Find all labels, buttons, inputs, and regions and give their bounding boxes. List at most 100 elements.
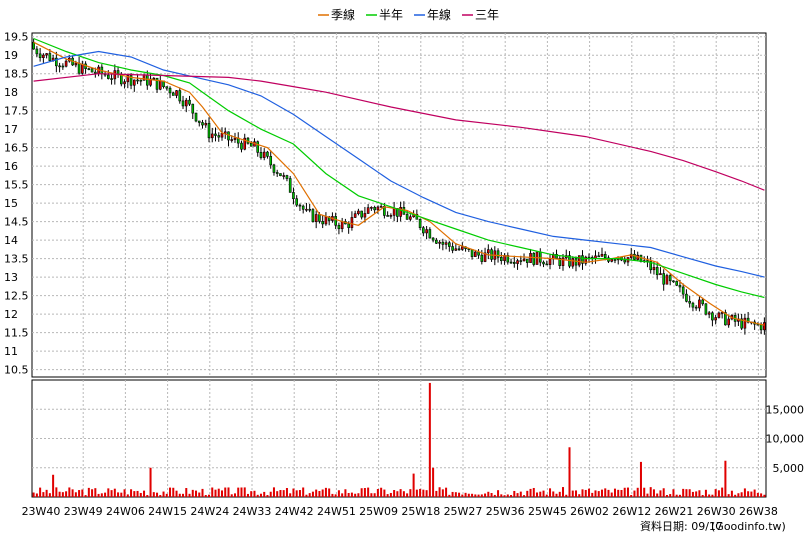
volume-bar [409, 489, 412, 497]
candle-body [90, 68, 94, 73]
candle-body [386, 215, 389, 217]
volume-bar [536, 492, 539, 497]
price-tick-label: 11 [4, 345, 18, 358]
volume-bar [152, 492, 155, 497]
candle-body [142, 74, 146, 81]
volume-bar [289, 493, 292, 497]
candle-body [698, 299, 701, 309]
candle-body [746, 317, 750, 323]
x-tick-label: 23W40 [22, 505, 61, 518]
candle-body [288, 178, 292, 193]
legend-label-3: 三年 [475, 8, 499, 22]
volume-bar [120, 492, 123, 497]
candle-body [597, 255, 601, 258]
volume-bar [643, 487, 646, 497]
candle-body [558, 258, 562, 266]
candle-body [662, 273, 666, 285]
candle-body [48, 53, 52, 61]
volume-bar [110, 490, 113, 497]
candle-body [655, 267, 659, 276]
candle-body [629, 253, 633, 258]
volume-bar [711, 494, 714, 497]
volume-bar [94, 488, 97, 497]
candle-body [487, 249, 490, 254]
volume-bar [149, 467, 152, 497]
volume-bar [393, 490, 396, 497]
candle-body [714, 317, 717, 321]
volume-bar [461, 494, 464, 497]
volume-bar [467, 493, 470, 497]
volume-bar [100, 493, 103, 497]
candle-body [587, 256, 591, 259]
volume-bar [652, 489, 655, 497]
candle-body [126, 75, 130, 83]
price-tick-label: 19.5 [4, 31, 29, 44]
volume-bar [58, 491, 61, 497]
volume-panel-grid [31, 379, 767, 498]
x-tick-label: 24W33 [233, 505, 272, 518]
volume-bar [341, 493, 344, 497]
candle-body [292, 192, 295, 200]
volume-bar [519, 491, 522, 497]
volume-bar [542, 490, 545, 497]
candle-body [158, 80, 162, 90]
candle-body [483, 252, 487, 262]
volume-bar [578, 494, 581, 497]
volume-bar [324, 487, 327, 497]
volume-bar [159, 495, 162, 497]
volume-bar [399, 489, 402, 497]
candle-body [191, 103, 195, 114]
volume-bar [347, 492, 350, 497]
candle-body [282, 175, 286, 177]
volume-tick-label: 15,000 [766, 403, 805, 416]
volume-bar [639, 461, 642, 497]
volume-bar [39, 487, 42, 497]
candle-body [227, 131, 230, 141]
candle-body [32, 41, 35, 50]
candle-body [688, 301, 691, 304]
candle-body [275, 172, 279, 174]
volume-bar [337, 490, 340, 497]
candle-body [311, 209, 315, 223]
candle-body [571, 258, 575, 267]
volume-bar [61, 492, 64, 497]
volume-bar [386, 494, 389, 497]
candle-body [305, 208, 308, 211]
volume-bar [74, 492, 77, 497]
candle-body [555, 253, 558, 259]
volume-bar [607, 489, 610, 497]
volume-bar [419, 488, 422, 497]
volume-bar [207, 494, 211, 497]
volume-bar [734, 494, 737, 497]
candle-body [405, 214, 409, 220]
candle-body [561, 257, 565, 266]
volume-bar [724, 460, 727, 497]
volume-bar [169, 487, 172, 497]
volume-bar [276, 491, 279, 497]
candle-body [707, 312, 711, 315]
volume-bar [328, 488, 331, 497]
candle-body [249, 142, 253, 147]
candle-body [285, 175, 289, 179]
candle-body [347, 223, 350, 228]
candle-body [681, 286, 685, 295]
volume-bar [269, 491, 272, 497]
candle-body [357, 210, 360, 214]
candle-body [353, 213, 357, 218]
volume-bar [133, 491, 136, 497]
candle-body [373, 207, 376, 211]
volume-bar [45, 489, 48, 497]
candle-body [376, 206, 380, 211]
volume-bar [230, 494, 233, 497]
volume-bar [172, 487, 175, 497]
volume-bar [750, 491, 753, 497]
volume-bar [334, 494, 337, 497]
candle-body [175, 90, 178, 96]
candle-body [441, 241, 445, 245]
volume-bar [52, 474, 55, 497]
candle-body [512, 261, 516, 264]
source-label: (Goodinfo.tw) [711, 520, 786, 533]
volume-bar [48, 493, 51, 497]
volume-panel-frame [31, 379, 767, 498]
candle-body [340, 221, 344, 230]
